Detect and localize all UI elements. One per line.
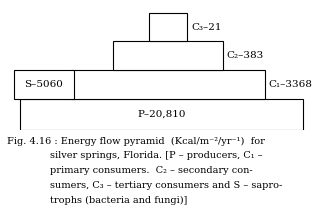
Text: C₁–3368: C₁–3368: [269, 80, 312, 89]
Bar: [113, 41, 223, 70]
Text: silver springs, Florida. [P – producers, C₁ –: silver springs, Florida. [P – producers,…: [50, 151, 263, 160]
Bar: [71, 70, 265, 99]
Text: sumers, C₃ – tertiary consumers and S – sapro-: sumers, C₃ – tertiary consumers and S – …: [50, 181, 283, 190]
Bar: [149, 13, 187, 41]
Text: C₂–383: C₂–383: [227, 51, 264, 60]
Bar: [19, 99, 303, 130]
Text: C₃–21: C₃–21: [191, 22, 222, 32]
Text: trophs (bacteria and fungi)]: trophs (bacteria and fungi)]: [50, 196, 187, 205]
Text: Fig. 4.16 : Energy flow pyramid  (Kcal/m⁻²/yr⁻¹)  for: Fig. 4.16 : Energy flow pyramid (Kcal/m⁻…: [7, 136, 264, 146]
Text: P–20,810: P–20,810: [137, 110, 186, 119]
Text: S–5060: S–5060: [25, 80, 63, 89]
Text: primary consumers.  C₂ – secondary con-: primary consumers. C₂ – secondary con-: [50, 166, 253, 175]
Bar: [14, 70, 74, 99]
